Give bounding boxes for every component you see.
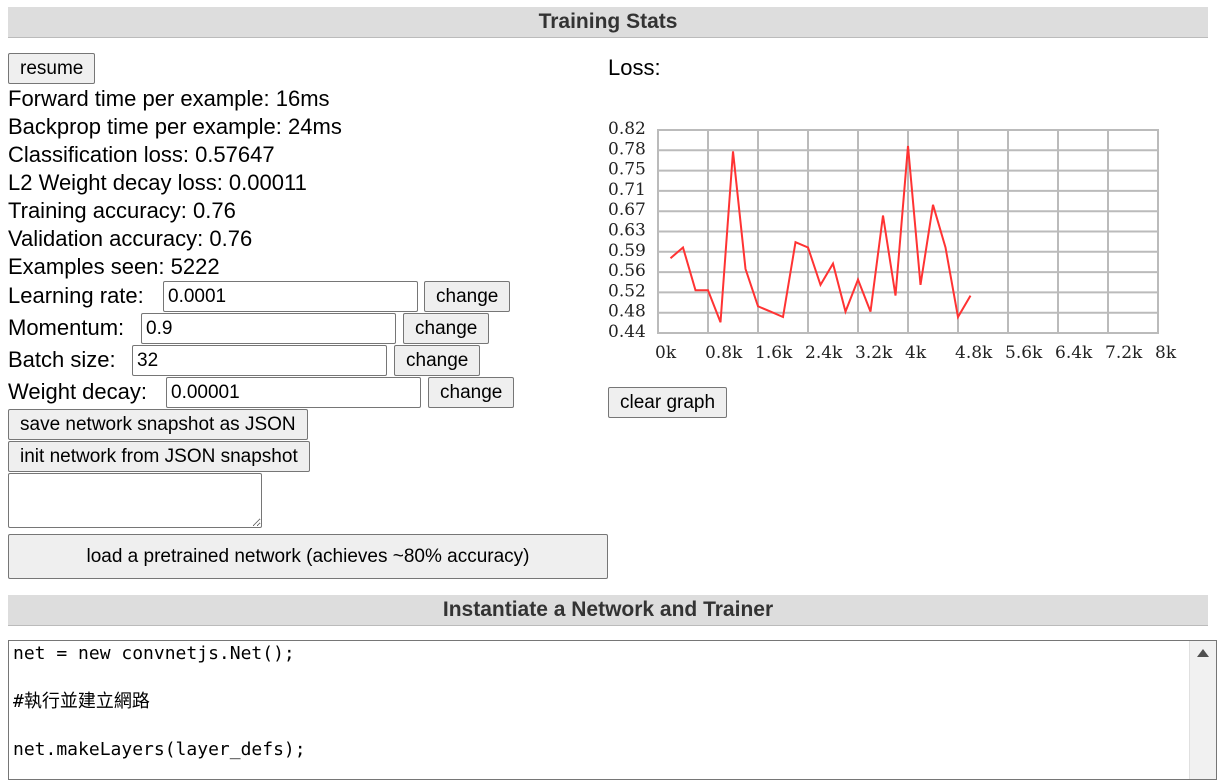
code-line: #執行並建立網路 — [13, 690, 150, 714]
y-tick-label: 0.78 — [608, 139, 646, 159]
x-tick-label: 0k — [655, 343, 677, 363]
y-tick-label: 0.44 — [608, 322, 646, 342]
loss-label: Loss: — [608, 54, 661, 82]
x-tick-label: 4k — [905, 343, 927, 363]
y-tick-label: 0.63 — [608, 221, 646, 241]
backprop-time-stat: Backprop time per example: 24ms — [8, 113, 342, 141]
batch-size-label: Batch size: — [8, 346, 116, 374]
forward-time-stat: Forward time per example: 16ms — [8, 85, 330, 113]
momentum-input[interactable] — [141, 313, 396, 344]
x-tick-label: 6.4k — [1055, 343, 1093, 363]
x-tick-label: 1.6k — [755, 343, 793, 363]
loss-series-line — [671, 146, 971, 322]
learning-rate-change-button[interactable]: change — [424, 281, 510, 312]
momentum-change-button[interactable]: change — [403, 313, 489, 344]
chart-series — [670, 146, 970, 322]
x-tick-label: 5.6k — [1005, 343, 1043, 363]
batch-size-change-button[interactable]: change — [394, 345, 480, 376]
instantiate-header: Instantiate a Network and Trainer — [8, 595, 1208, 626]
code-scrollbar[interactable] — [1189, 641, 1216, 780]
resume-button[interactable]: resume — [8, 53, 95, 84]
x-tick-label: 3.2k — [855, 343, 893, 363]
y-tick-label: 0.59 — [608, 241, 646, 261]
chart-y-ticks: 0.820.780.750.710.670.630.590.560.520.48… — [608, 119, 646, 342]
loss-chart: 0.820.780.750.710.670.630.590.560.520.48… — [600, 110, 1200, 370]
weight-decay-change-button[interactable]: change — [428, 377, 514, 408]
x-tick-label: 0.8k — [705, 343, 743, 363]
validation-accuracy-stat: Validation accuracy: 0.76 — [8, 225, 252, 253]
y-tick-label: 0.75 — [608, 160, 646, 180]
momentum-label: Momentum: — [8, 314, 124, 342]
json-snapshot-textarea[interactable] — [8, 473, 262, 528]
init-snapshot-button[interactable]: init network from JSON snapshot — [8, 441, 310, 472]
l2-decay-loss-stat: L2 Weight decay loss: 0.00011 — [8, 169, 307, 197]
x-tick-label: 7.2k — [1105, 343, 1143, 363]
batch-size-input[interactable] — [132, 345, 387, 376]
training-stats-header: Training Stats — [8, 7, 1208, 38]
weight-decay-input[interactable] — [166, 377, 421, 408]
learning-rate-input[interactable] — [163, 281, 418, 312]
code-line: net = new convnetjs.Net(); — [13, 642, 295, 666]
load-pretrained-button[interactable]: load a pretrained network (achieves ~80%… — [8, 534, 608, 579]
y-tick-label: 0.56 — [608, 261, 646, 281]
classification-loss-stat: Classification loss: 0.57647 — [8, 141, 275, 169]
save-snapshot-button[interactable]: save network snapshot as JSON — [8, 409, 308, 440]
y-tick-label: 0.82 — [608, 119, 646, 139]
chart-x-ticks: 0k 0.8k 1.6k 2.4k 3.2k 4k 4.8k 5.6k 6.4k 7.2k 8k — [655, 343, 1177, 363]
y-tick-label: 0.67 — [608, 200, 646, 220]
x-tick-label: 8k — [1155, 343, 1177, 363]
code-line: net.makeLayers(layer_defs); — [13, 738, 306, 762]
examples-seen-stat: Examples seen: 5222 — [8, 253, 220, 281]
scroll-up-icon[interactable] — [1197, 649, 1209, 657]
weight-decay-label: Weight decay: — [8, 378, 147, 406]
x-tick-label: 4.8k — [955, 343, 993, 363]
training-accuracy-stat: Training accuracy: 0.76 — [8, 197, 236, 225]
clear-graph-button[interactable]: clear graph — [608, 387, 727, 418]
x-tick-label: 2.4k — [805, 343, 843, 363]
y-tick-label: 0.71 — [608, 180, 646, 200]
learning-rate-label: Learning rate: — [8, 282, 144, 310]
code-editor[interactable]: net = new convnetjs.Net(); #執行並建立網路 net.… — [8, 640, 1217, 780]
y-tick-label: 0.52 — [608, 281, 646, 301]
y-tick-label: 0.48 — [608, 302, 646, 322]
